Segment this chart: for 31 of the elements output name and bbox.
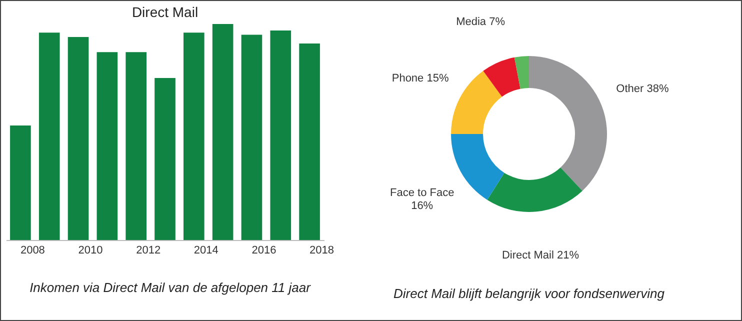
text: Direct Mail blijft belangrijk voor fondsenwerving [394, 286, 664, 301]
text: Inkomen via Direct Mail van de afgelopen 11 jaar [30, 280, 310, 295]
bar [270, 30, 292, 240]
bar [212, 24, 234, 240]
bar [96, 52, 118, 240]
x-tick-label: 2016 [252, 244, 276, 256]
bar [299, 43, 320, 240]
slice-label: Media 7% [456, 16, 506, 28]
x-tick-label: 2018 [310, 244, 334, 256]
slice-label: Phone 15% [392, 72, 449, 85]
slice-label: Other 38% [616, 83, 669, 96]
donut-slice [451, 70, 502, 134]
bar [38, 32, 60, 240]
donut-slice [529, 56, 607, 191]
bar [241, 34, 262, 240]
donut-slice [514, 56, 529, 89]
bar [154, 78, 176, 240]
donut-slice [483, 57, 520, 97]
data-label: 16% [411, 200, 434, 212]
x-tick-label: 2012 [136, 244, 161, 256]
donut-slice [487, 168, 582, 212]
slice-label: Direct Mail 21% [502, 249, 580, 262]
bar [184, 32, 204, 240]
slice-label: Face to Face [390, 186, 454, 199]
x-tick-label: 2010 [78, 244, 103, 256]
bar [126, 52, 146, 240]
x-tick-label: 2008 [20, 244, 45, 256]
x-tick-label: 2014 [194, 244, 218, 256]
bar [68, 36, 89, 240]
bar [10, 126, 31, 240]
chart-title: Direct Mail [132, 4, 198, 20]
